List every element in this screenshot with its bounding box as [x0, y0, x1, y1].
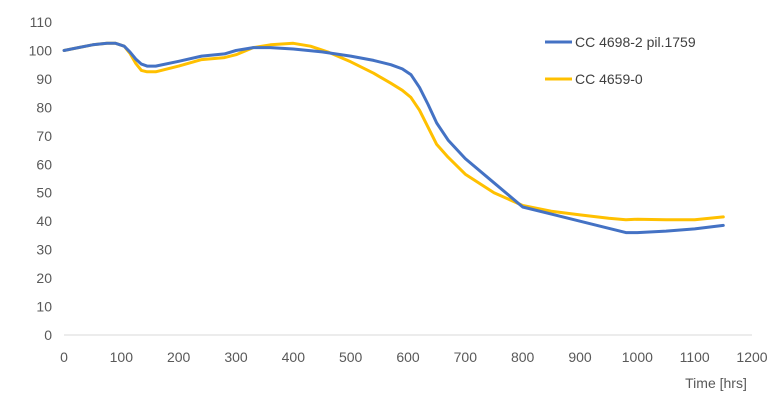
legend-label-2: CC 4659-0: [575, 71, 643, 87]
x-tick-label: 600: [396, 349, 420, 365]
x-tick-label: 400: [282, 349, 306, 365]
series-lines: [62, 41, 725, 235]
x-tick-label: 300: [224, 349, 248, 365]
y-tick-label: 70: [36, 128, 52, 144]
y-tick-label: 110: [30, 14, 53, 30]
legend: CC 4698-2 pil.1759 CC 4659-0: [545, 34, 696, 87]
y-tick-label: 80: [36, 99, 52, 115]
y-tick-label: 10: [36, 299, 52, 315]
x-tick-label: 100: [110, 349, 134, 365]
x-axis-ticks: 0 100 200 300 400 500 600 700 800 900 1000 1100 1200: [60, 349, 768, 365]
y-tick-label: 20: [36, 270, 52, 286]
x-tick-label: 200: [167, 349, 191, 365]
y-tick-label: 50: [36, 185, 52, 201]
y-tick-label: 30: [36, 242, 52, 258]
x-tick-label: 1200: [736, 349, 767, 365]
y-tick-label: 60: [36, 156, 52, 172]
x-tick-label: 500: [339, 349, 363, 365]
series-line-2: [62, 41, 725, 222]
x-axis-title: Time [hrs]: [685, 375, 747, 391]
x-tick-label: 1100: [680, 349, 710, 365]
legend-label-1: CC 4698-2 pil.1759: [575, 34, 696, 50]
y-tick-label: 0: [44, 327, 52, 343]
series-line-1: [62, 41, 725, 235]
x-tick-label: 1000: [622, 349, 653, 365]
y-axis-ticks: 0 10 20 30 40 50 60 70 80 90 100 110: [29, 14, 53, 343]
y-tick-label: 90: [36, 71, 52, 87]
x-tick-label: 900: [568, 349, 592, 365]
x-tick-label: 700: [454, 349, 478, 365]
y-tick-label: 100: [29, 42, 53, 58]
x-tick-label: 800: [511, 349, 535, 365]
y-tick-label: 40: [36, 213, 52, 229]
x-tick-label: 0: [60, 349, 68, 365]
